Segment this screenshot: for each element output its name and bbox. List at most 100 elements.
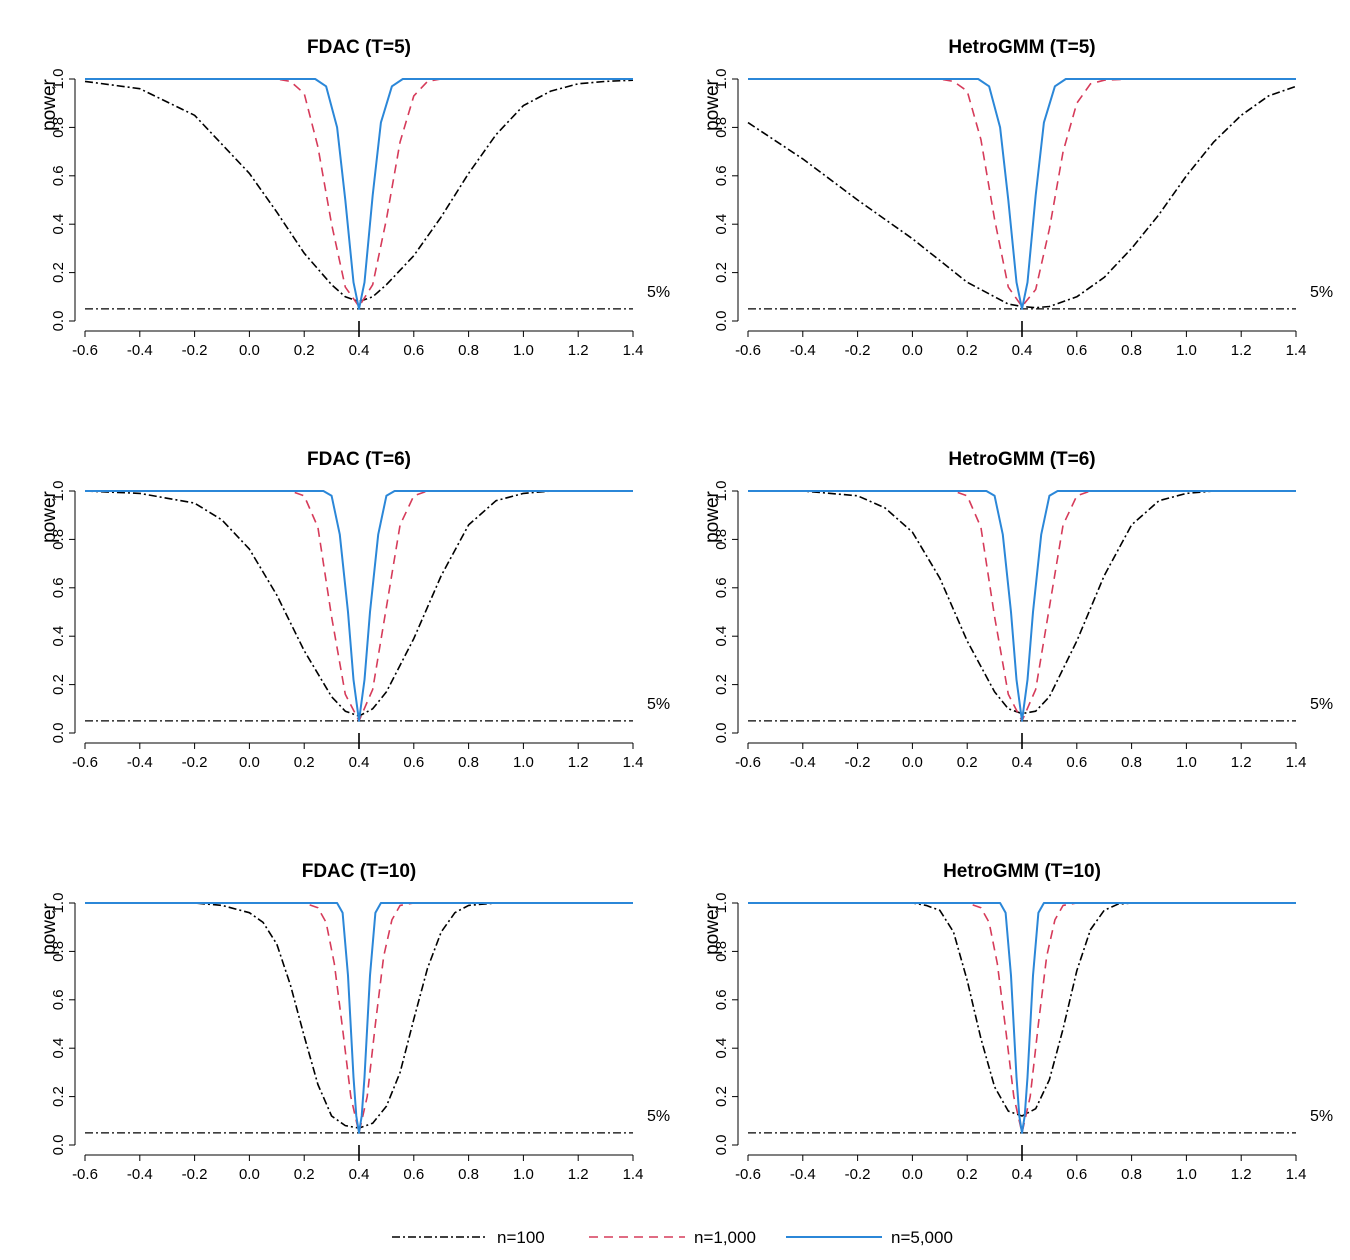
- panel-5: FDAC (T=10) power -0.6 -0.4 -0.2 0.0 0.2 0.4 0.6…: [39, 861, 670, 1183]
- x-tick-label: 0.8: [1121, 754, 1142, 771]
- x-tick-label: 1.0: [1176, 342, 1197, 359]
- y-tick-label: 0.8: [713, 529, 730, 550]
- x-tick-label: -0.4: [127, 1166, 153, 1183]
- y-tick-label: 0.4: [50, 214, 67, 235]
- x-tick-label: -0.6: [72, 754, 98, 771]
- panel-title: HetroGMM (T=6): [948, 449, 1095, 470]
- series-line-n5000: [748, 78, 1296, 310]
- series-line-n5000: [85, 490, 633, 722]
- nominal-level-label: 5%: [1310, 284, 1333, 301]
- x-tick-label: 0.0: [902, 1166, 923, 1183]
- x-tick-label: 0.0: [239, 1166, 260, 1183]
- nominal-level-label: 5%: [647, 1108, 670, 1125]
- panel-title: HetroGMM (T=10): [943, 861, 1101, 882]
- y-tick-label: 0.8: [713, 117, 730, 138]
- y-axis-label: power: [39, 78, 60, 130]
- x-tick-label: 1.0: [1176, 1166, 1197, 1183]
- y-tick-label: 1.0: [713, 893, 730, 914]
- y-tick-label: 0.6: [713, 577, 730, 598]
- x-tick-label: -0.6: [735, 1166, 761, 1183]
- x-tick-label: 1.0: [513, 342, 534, 359]
- series-line-n1000: [748, 902, 1296, 1134]
- panel-1: FDAC (T=5) power -0.6 -0.4 -0.2 0.0 0.2 0.4 0.6 0…: [39, 37, 670, 359]
- y-tick-label: 0.4: [713, 214, 730, 235]
- x-tick-label: -0.6: [72, 342, 98, 359]
- x-tick-label: 0.4: [1012, 754, 1033, 771]
- x-tick-label: 1.4: [623, 1166, 644, 1183]
- y-tick-label: 0.2: [713, 262, 730, 283]
- x-tick-label: 0.8: [1121, 342, 1142, 359]
- nominal-level-label: 5%: [647, 284, 670, 301]
- series-line-n5000: [748, 490, 1296, 722]
- series-line-n1000: [748, 490, 1296, 722]
- x-tick-label: -0.4: [790, 754, 816, 771]
- y-tick-label: 1.0: [50, 481, 67, 502]
- x-tick-label: 0.2: [957, 1166, 978, 1183]
- x-tick-label: -0.2: [845, 342, 871, 359]
- x-tick-label: 0.2: [294, 1166, 315, 1183]
- y-tick-label: 0.4: [713, 626, 730, 647]
- panels: FDAC (T=5) power -0.6 -0.4 -0.2 0.0 0.2 0.4 0.6 0…: [39, 37, 1333, 1183]
- y-tick-label: 0.2: [713, 1086, 730, 1107]
- x-tick-label: 0.6: [403, 1166, 424, 1183]
- y-tick-label: 0.4: [50, 626, 67, 647]
- x-tick-label: 0.0: [239, 754, 260, 771]
- y-axis-label: power: [702, 78, 723, 130]
- legend-label-n100: n=100: [497, 1228, 545, 1247]
- x-tick-label: 0.6: [1066, 342, 1087, 359]
- series-line-n5000: [748, 902, 1296, 1134]
- x-tick-label: 0.8: [1121, 1166, 1142, 1183]
- series-line-n100: [747, 85, 1297, 309]
- x-tick-label: 1.2: [568, 342, 589, 359]
- y-tick-label: 0.0: [713, 723, 730, 744]
- y-tick-label: 0.2: [713, 674, 730, 695]
- y-tick-label: 1.0: [713, 481, 730, 502]
- y-tick-label: 0.2: [50, 262, 67, 283]
- x-tick-label: 0.0: [902, 342, 923, 359]
- x-tick-label: -0.6: [72, 1166, 98, 1183]
- x-tick-label: 0.4: [349, 754, 370, 771]
- x-tick-label: -0.2: [845, 1166, 871, 1183]
- x-tick-label: 1.2: [1231, 754, 1252, 771]
- y-tick-label: 0.4: [713, 1038, 730, 1059]
- panel-4: HetroGMM (T=6) power -0.6 -0.4 -0.2 0.0 0.2 0.4…: [702, 449, 1333, 771]
- series-line-n100: [84, 490, 633, 717]
- y-tick-label: 0.4: [50, 1038, 67, 1059]
- x-tick-label: 0.4: [349, 342, 370, 359]
- y-tick-label: 0.0: [713, 311, 730, 332]
- series-line-n5000: [85, 902, 633, 1134]
- x-tick-label: -0.4: [127, 754, 153, 771]
- x-tick-label: 1.4: [1286, 342, 1307, 359]
- x-tick-label: 0.8: [458, 1166, 479, 1183]
- legend-label-n1000: n=1,000: [694, 1228, 756, 1247]
- y-tick-label: 0.8: [50, 529, 67, 550]
- panel-2: HetroGMM (T=5) power -0.6 -0.4 -0.2 0.0 0.2 0.4…: [702, 37, 1333, 359]
- y-axis-label: power: [39, 490, 60, 542]
- series-line-n100: [748, 490, 1296, 715]
- x-tick-label: 0.0: [239, 342, 260, 359]
- x-tick-label: 0.8: [458, 342, 479, 359]
- x-tick-label: 0.4: [1012, 1166, 1033, 1183]
- x-tick-label: 1.2: [568, 754, 589, 771]
- x-tick-label: -0.4: [127, 342, 153, 359]
- panel-title: FDAC (T=5): [307, 37, 411, 58]
- x-tick-label: -0.6: [735, 754, 761, 771]
- nominal-level-label: 5%: [647, 696, 670, 713]
- x-tick-label: -0.2: [845, 754, 871, 771]
- x-tick-label: 0.6: [1066, 1166, 1087, 1183]
- y-tick-label: 0.6: [50, 577, 67, 598]
- y-tick-label: 0.6: [50, 165, 67, 186]
- y-tick-label: 1.0: [50, 69, 67, 90]
- series-line-n100: [85, 902, 633, 1129]
- x-tick-label: 0.4: [349, 1166, 370, 1183]
- x-tick-label: -0.4: [790, 342, 816, 359]
- panel-title: HetroGMM (T=5): [948, 37, 1095, 58]
- x-tick-label: 0.6: [1066, 754, 1087, 771]
- x-tick-label: 0.0: [902, 754, 923, 771]
- x-tick-label: 1.4: [623, 342, 644, 359]
- legend-label-n5000: n=5,000: [891, 1228, 953, 1247]
- x-tick-label: 1.2: [568, 1166, 589, 1183]
- panel-title: FDAC (T=6): [307, 449, 411, 470]
- y-tick-label: 0.6: [713, 989, 730, 1010]
- x-tick-label: 1.4: [1286, 754, 1307, 771]
